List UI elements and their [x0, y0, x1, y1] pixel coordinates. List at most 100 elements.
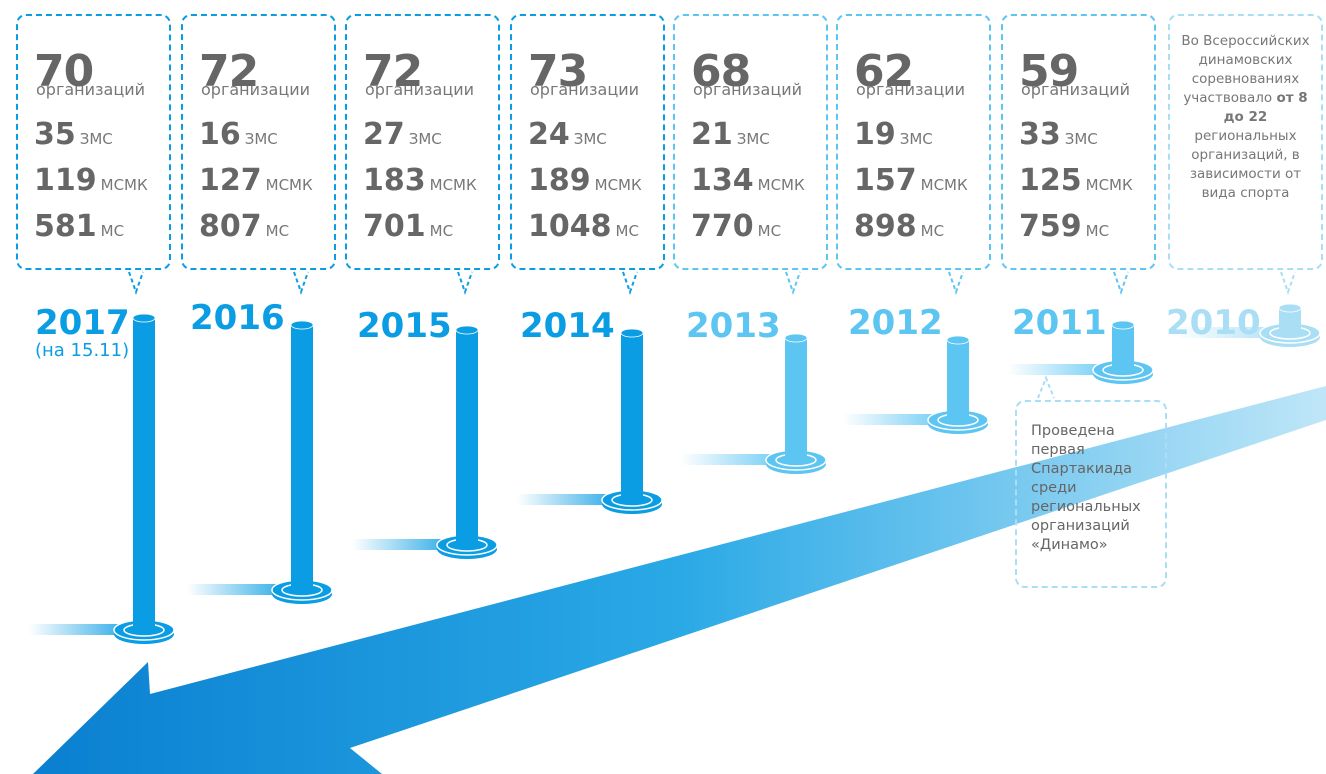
pillar — [456, 330, 478, 545]
org-label: организации — [201, 80, 310, 99]
zms-row: 16ЗМС — [199, 120, 278, 154]
msmk-row: 127МСМК — [199, 166, 313, 200]
msmk-label: МСМК — [1086, 176, 1133, 194]
zms-label: ЗМС — [1065, 130, 1098, 148]
ms-count: 770 — [691, 209, 754, 244]
msmk-label: МСМК — [101, 176, 148, 194]
zms-count: 24 — [528, 117, 570, 152]
pillar-cap — [1112, 321, 1134, 329]
pillar — [621, 333, 643, 500]
msmk-count: 127 — [199, 163, 262, 198]
ms-count: 581 — [34, 209, 97, 244]
ms-count: 898 — [854, 209, 917, 244]
ms-label: МС — [616, 222, 639, 240]
year-label: 2010 — [1166, 303, 1261, 343]
msmk-count: 134 — [691, 163, 754, 198]
pillar-cap — [133, 314, 155, 322]
infographic: Проведена первая Спартакиада среди регио… — [0, 0, 1326, 774]
ms-label: МС — [921, 222, 944, 240]
year-label: 2015 — [357, 306, 452, 346]
zms-label: ЗМС — [900, 130, 933, 148]
org-label: организации — [365, 80, 474, 99]
ms-count: 759 — [1019, 209, 1082, 244]
zms-row: 27ЗМС — [363, 120, 442, 154]
box-pointer — [786, 272, 800, 292]
msmk-count: 189 — [528, 163, 591, 198]
pillar — [947, 340, 969, 420]
zms-label: ЗМС — [245, 130, 278, 148]
msmk-count: 183 — [363, 163, 426, 198]
pillar-cap — [785, 334, 807, 342]
box-pointer — [1114, 272, 1128, 292]
pillar-cap — [621, 329, 643, 337]
zms-label: ЗМС — [409, 130, 442, 148]
year-label: 2011 — [1012, 303, 1107, 343]
ms-label: МС — [1086, 222, 1109, 240]
ms-count: 807 — [199, 209, 262, 244]
org-label: организации — [530, 80, 639, 99]
year-label: 2012 — [848, 303, 943, 343]
pillar — [1112, 325, 1134, 370]
msmk-label: МСМК — [758, 176, 805, 194]
stats-box: 68организаций21ЗМС134МСМК770МС — [673, 14, 828, 270]
zms-count: 16 — [199, 117, 241, 152]
zms-count: 19 — [854, 117, 896, 152]
info-box-2010: Во Всероссийских динамовских соревновани… — [1168, 14, 1323, 270]
zms-label: ЗМС — [737, 130, 770, 148]
ms-count: 1048 — [528, 209, 612, 244]
msmk-count: 157 — [854, 163, 917, 198]
note-2011: Проведена первая Спартакиада среди регио… — [1015, 400, 1167, 588]
msmk-label: МСМК — [921, 176, 968, 194]
msmk-row: 183МСМК — [363, 166, 477, 200]
box-pointer — [129, 272, 143, 292]
ms-label: МС — [758, 222, 781, 240]
box-pointer — [949, 272, 963, 292]
msmk-label: МСМК — [266, 176, 313, 194]
msmk-label: МСМК — [595, 176, 642, 194]
ms-row: 759МС — [1019, 212, 1109, 246]
org-label: организации — [856, 80, 965, 99]
zms-label: ЗМС — [80, 130, 113, 148]
zms-label: ЗМС — [574, 130, 607, 148]
year-label: 2017 — [35, 303, 130, 343]
text: региональных организаций, в зависимости … — [1190, 128, 1301, 201]
msmk-count: 119 — [34, 163, 97, 198]
ms-count: 701 — [363, 209, 426, 244]
box-pointer — [1281, 272, 1295, 292]
ms-label: МС — [266, 222, 289, 240]
ms-label: МС — [101, 222, 124, 240]
ms-label: МС — [430, 222, 453, 240]
zms-count: 21 — [691, 117, 733, 152]
pillar — [785, 338, 807, 460]
year-label: 2013 — [686, 306, 781, 346]
org-label: организаций — [1021, 80, 1130, 99]
msmk-label: МСМК — [430, 176, 477, 194]
note-pointer — [1038, 378, 1054, 398]
org-label: организаций — [693, 80, 802, 99]
zms-count: 35 — [34, 117, 76, 152]
zms-count: 33 — [1019, 117, 1061, 152]
pillar — [133, 318, 155, 630]
box-pointer — [294, 272, 308, 292]
pillar — [291, 325, 313, 590]
year-label: 2016 — [190, 298, 285, 338]
zms-count: 27 — [363, 117, 405, 152]
